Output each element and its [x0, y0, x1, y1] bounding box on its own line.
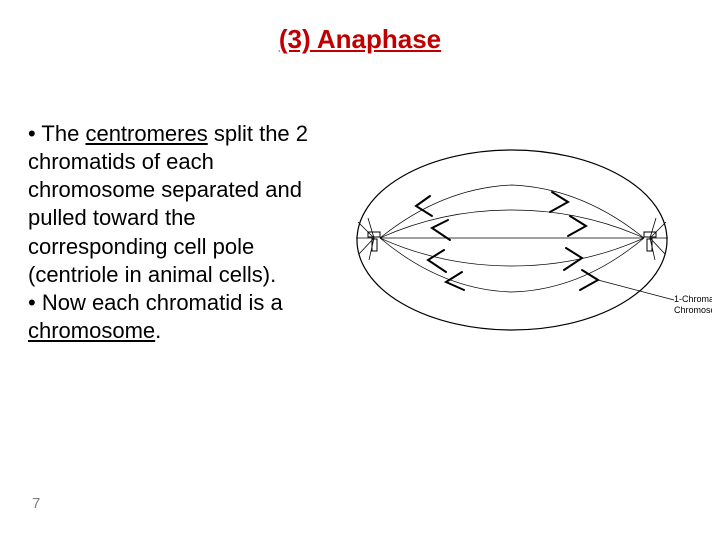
anaphase-svg: 1-Chromatid Chromosome — [352, 130, 712, 360]
slide-title-wrap: (3) Anaphase — [0, 24, 720, 55]
left-centriole — [368, 232, 380, 251]
bullet1-prefix: • The — [28, 121, 85, 146]
right-chromatids — [550, 192, 598, 290]
page-number: 7 — [32, 495, 40, 512]
right-centriole — [644, 232, 656, 251]
diagram-label-1: 1-Chromatid — [674, 294, 712, 304]
diagram-label-2: Chromosome — [674, 305, 712, 315]
bullet2-suffix: . — [155, 318, 161, 343]
cell-membrane — [357, 150, 667, 330]
slide-title: (3) Anaphase — [279, 24, 441, 54]
label-leader — [598, 280, 674, 300]
anaphase-diagram: 1-Chromatid Chromosome — [352, 130, 712, 360]
chromosome-word: chromosome — [28, 318, 155, 343]
bullet2-prefix: • Now each chromatid is a — [28, 290, 283, 315]
centromeres-word: centromeres — [85, 121, 207, 146]
spindle-fibers — [380, 185, 644, 292]
body-text: • The centromeres split the 2 chromatids… — [28, 120, 338, 345]
